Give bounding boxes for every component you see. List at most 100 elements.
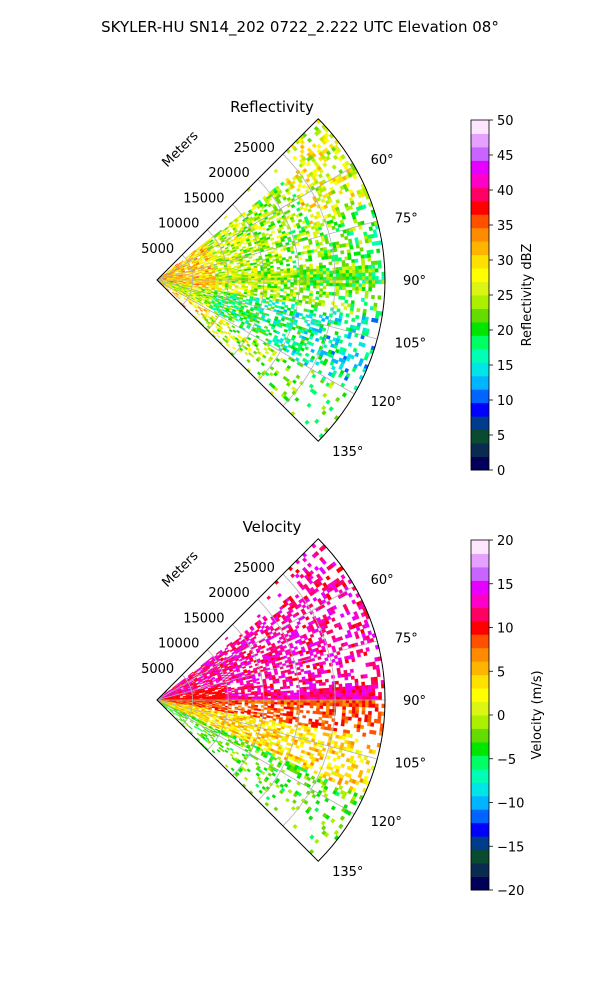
reflectivity-sector: 5000 10000 15000 20000 25000 60° 75° 90° 105° 120…	[141, 118, 426, 460]
reflectivity-colorbar-swatch	[471, 321, 489, 336]
velocity-colorbar-swatch	[471, 822, 489, 837]
reflectivity-colorbar-swatch	[471, 120, 489, 134]
reflectivity-title: Reflectivity	[230, 98, 314, 116]
velocity-colorbar-tick-label: 20	[497, 534, 514, 549]
velocity-angle-spoke	[156, 699, 378, 760]
reflectivity-echo-field	[156, 118, 386, 439]
reflectivity-range-tick-label: 25000	[234, 141, 275, 156]
velocity-colorbar-swatch	[471, 647, 489, 662]
reflectivity-colorbar-tick-label: 10	[497, 394, 514, 409]
reflectivity-colorbar-swatch	[471, 456, 489, 471]
velocity-colorbar-swatch	[471, 809, 489, 824]
reflectivity-colorbar-swatch	[471, 160, 489, 175]
reflectivity-colorbar-swatch	[471, 268, 489, 283]
velocity-colorbar-swatch	[471, 876, 489, 891]
velocity-colorbar-swatch	[471, 553, 489, 568]
reflectivity-angle-spoke	[156, 279, 355, 395]
reflectivity-colorbar-tick-label: 40	[497, 184, 514, 199]
velocity-colorbar-tick-label: 15	[497, 578, 514, 593]
velocity-colorbar-swatch	[471, 661, 489, 676]
reflectivity-colorbar-swatch	[471, 146, 489, 161]
reflectivity-colorbar-swatch	[471, 200, 489, 215]
reflectivity-colorbar-swatch	[471, 416, 489, 431]
reflectivity-colorbar-tick-label: 50	[497, 114, 514, 129]
velocity-colorbar-swatch	[471, 593, 489, 608]
reflectivity-angle-tick-label: 120°	[371, 395, 402, 410]
velocity-colorbar-swatch	[471, 836, 489, 851]
reflectivity-colorbar-swatch	[471, 375, 489, 390]
reflectivity-colorbar-swatch	[471, 362, 489, 377]
velocity-range-tick-label: 15000	[183, 611, 224, 626]
reflectivity-colorbar-tick-label: 45	[497, 149, 514, 164]
reflectivity-angle-tick-label: 60°	[371, 153, 394, 168]
velocity-angle-spoke	[156, 699, 355, 815]
reflectivity-range-tick-label: 10000	[158, 217, 199, 232]
velocity-colorbar-swatch	[471, 701, 489, 716]
velocity-colorbar-swatch	[471, 688, 489, 703]
velocity-colorbar-swatch	[471, 795, 489, 810]
velocity-range-tick-label: 5000	[141, 662, 174, 677]
reflectivity-colorbar: 0 5 10 15 20 25 30 35 40 45 50	[470, 114, 514, 479]
velocity-title: Velocity	[243, 518, 302, 536]
velocity-angle-tick-label: 60°	[371, 573, 394, 588]
reflectivity-colorbar-tick-label: 35	[497, 219, 514, 234]
reflectivity-colorbar-swatch	[471, 173, 489, 188]
velocity-colorbar-swatch	[471, 580, 489, 595]
velocity-angle-tick-label: 75°	[395, 631, 418, 646]
velocity-colorbar-swatch	[471, 863, 489, 878]
velocity-colorbar-tick-label: −5	[497, 753, 516, 768]
velocity-colorbar-swatch	[471, 634, 489, 649]
velocity-angle-tick-label: 120°	[371, 815, 402, 830]
reflectivity-colorbar-tick-label: 0	[497, 464, 505, 479]
reflectivity-colorbar-swatch	[471, 443, 489, 458]
reflectivity-colorbar-label: Reflectivity dBZ	[520, 244, 535, 347]
reflectivity-angle-spoke	[156, 279, 378, 340]
reflectivity-angle-spoke	[156, 165, 355, 281]
figure-suptitle: SKYLER-HU SN14_202 0722_2.222 UTC Elevat…	[101, 18, 499, 37]
reflectivity-colorbar-swatch	[471, 402, 489, 417]
velocity-colorbar-swatch	[471, 715, 489, 729]
velocity-echo-field	[156, 543, 386, 855]
reflectivity-colorbar-swatch	[471, 227, 489, 242]
velocity-sector: 5000 10000 15000 20000 25000 60° 75° 90° 105° 120…	[141, 538, 426, 880]
reflectivity-range-tick-label: 20000	[208, 166, 249, 181]
velocity-colorbar-tick-label: 5	[497, 665, 505, 680]
reflectivity-sector-outline	[156, 118, 386, 442]
velocity-colorbar-swatch	[471, 782, 489, 797]
reflectivity-range-label: Meters	[160, 128, 202, 170]
velocity-colorbar-label: Velocity (m/s)	[530, 670, 545, 759]
reflectivity-range-tick-label: 5000	[141, 242, 174, 257]
velocity-colorbar-swatch	[471, 741, 489, 756]
velocity-colorbar-swatch	[471, 755, 489, 770]
reflectivity-angle-tick-label: 135°	[332, 445, 363, 460]
velocity-colorbar-tick-label: −15	[497, 840, 524, 855]
reflectivity-colorbar-swatch	[471, 429, 489, 444]
velocity-range-tick-label: 10000	[158, 637, 199, 652]
velocity-angle-spoke	[156, 585, 355, 701]
reflectivity-colorbar-tick-label: 30	[497, 254, 514, 269]
velocity-range-label: Meters	[160, 548, 202, 590]
reflectivity-colorbar-swatch	[471, 187, 489, 202]
reflectivity-colorbar-tick-label: 5	[497, 429, 505, 444]
velocity-angle-tick-label: 135°	[332, 865, 363, 880]
velocity-range-tick-label: 25000	[234, 561, 275, 576]
velocity-colorbar-swatch	[471, 849, 489, 864]
reflectivity-angle-tick-label: 75°	[395, 211, 418, 226]
reflectivity-colorbar-tick-label: 25	[497, 289, 514, 304]
reflectivity-colorbar-swatch	[471, 308, 489, 323]
velocity-colorbar-tick-label: −10	[497, 797, 524, 812]
reflectivity-colorbar-swatch	[471, 133, 489, 148]
reflectivity-angle-tick-label: 105°	[395, 337, 426, 352]
reflectivity-colorbar-swatch	[471, 335, 489, 350]
reflectivity-panel: Reflectivity 5000 10000 15000 20000 25000 60°…	[141, 98, 535, 479]
velocity-colorbar-tick-label: −20	[497, 884, 524, 899]
reflectivity-colorbar-swatch	[471, 389, 489, 404]
reflectivity-colorbar-swatch	[471, 241, 489, 256]
velocity-angle-tick-label: 105°	[395, 757, 426, 772]
velocity-colorbar-swatch	[471, 728, 489, 743]
velocity-colorbar-tick-label: 0	[497, 709, 505, 724]
velocity-angle-tick-label: 90°	[403, 694, 426, 709]
reflectivity-colorbar-tick-label: 20	[497, 324, 514, 339]
reflectivity-angle-spoke	[156, 220, 378, 281]
